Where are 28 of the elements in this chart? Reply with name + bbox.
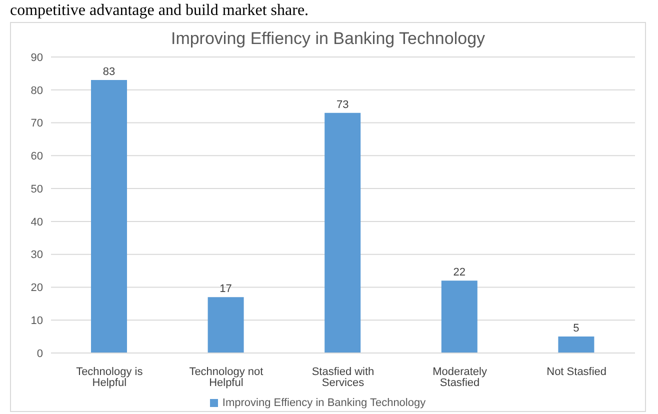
y-tick-label: 70 [30, 118, 43, 130]
bar [324, 112, 361, 353]
bar [441, 280, 478, 353]
data-label: 83 [102, 66, 116, 78]
y-tick-label: 50 [30, 183, 43, 196]
y-tick-label: 0 [36, 348, 43, 360]
y-tick-label: 40 [30, 216, 43, 228]
bar [558, 336, 594, 353]
y-tick-label: 30 [30, 249, 43, 262]
y-tick-label: 10 [30, 315, 43, 328]
chart-title: Improving Effiency in Banking Technology [170, 29, 486, 49]
y-tick-label: 60 [30, 150, 43, 163]
bar [91, 80, 127, 353]
y-tick-label: 80 [30, 84, 43, 97]
y-tick-label: 90 [30, 52, 43, 64]
x-tick-label: Moderately Stasfied [432, 366, 488, 389]
bar [208, 297, 244, 353]
text: competitive advantage and build market share. [10, 1, 309, 21]
x-tick-label: Technology is Helpful [76, 366, 144, 389]
y-tick-label: 20 [30, 282, 43, 294]
legend-label: Improving Effiency in Banking Technology [222, 397, 426, 409]
data-label: 22 [453, 266, 466, 279]
data-label: 5 [573, 322, 580, 335]
data-label: 73 [336, 98, 349, 111]
x-tick-label: Technology not Helpful [189, 366, 264, 389]
data-label: 17 [220, 283, 232, 296]
x-tick-label: Stasfied with Services [312, 366, 374, 389]
x-tick-label: Not Stasfied [546, 366, 607, 378]
